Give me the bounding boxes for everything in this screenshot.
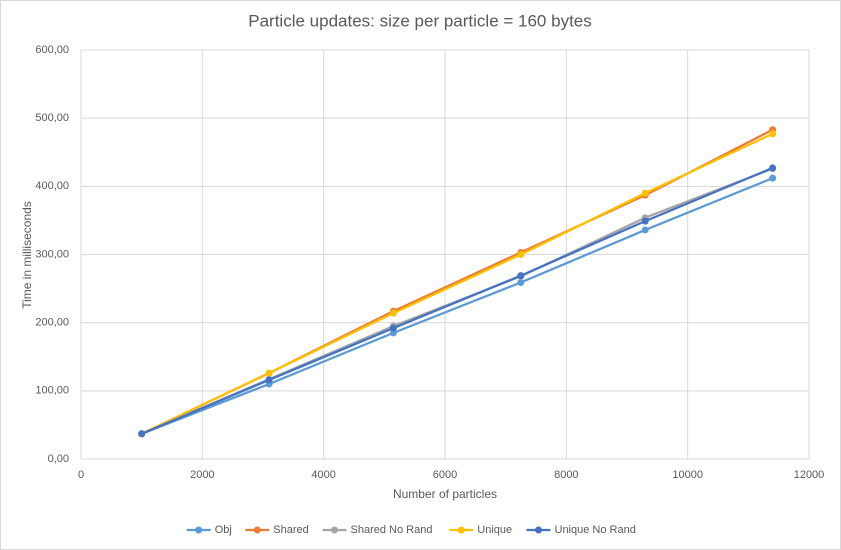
legend-marker [457,526,465,534]
legend-marker [331,526,338,534]
x-tick-label: 10000 [672,469,703,481]
legend-label: Unique No Rand [555,524,636,536]
data-point [265,376,273,384]
legend-marker [253,526,261,534]
data-point [641,189,649,197]
y-tick-label: 300,00 [35,248,69,260]
x-tick-label: 0 [78,469,84,481]
legend-marker [535,526,542,534]
data-point [641,217,649,225]
data-point [265,369,273,377]
data-point [517,251,525,258]
series-line [141,177,774,435]
x-tick-label: 8000 [554,469,578,481]
y-tick-label: 0,00 [48,453,69,465]
y-tick-label: 100,00 [35,385,69,397]
data-point [769,164,777,172]
series-line [141,132,774,435]
legend-label: Shared [273,524,308,536]
legend-marker [195,526,203,534]
y-tick-label: 200,00 [35,317,69,329]
data-point [138,430,146,438]
legend-label: Obj [215,524,232,536]
legend-label: Shared No Rand [351,524,433,536]
data-point [517,272,525,280]
x-tick-label: 6000 [433,469,457,481]
y-tick-label: 600,00 [35,44,69,56]
chart-title: Particle updates: size per particle = 16… [248,11,592,30]
data-point [641,226,649,234]
data-point [517,278,525,286]
data-point [769,130,777,138]
data-point [389,324,397,332]
y-tick-label: 500,00 [35,112,69,124]
series-line [141,166,774,435]
y-axis-title: Time in milliseconds [20,201,34,309]
x-tick-label: 2000 [190,469,214,481]
x-tick-label: 4000 [311,469,335,481]
x-axis-title: Number of particles [393,487,497,501]
data-point [769,174,777,182]
y-tick-label: 400,00 [35,180,69,192]
data-point [389,309,397,317]
x-tick-label: 12000 [794,469,825,481]
legend-label: Unique [477,524,512,536]
